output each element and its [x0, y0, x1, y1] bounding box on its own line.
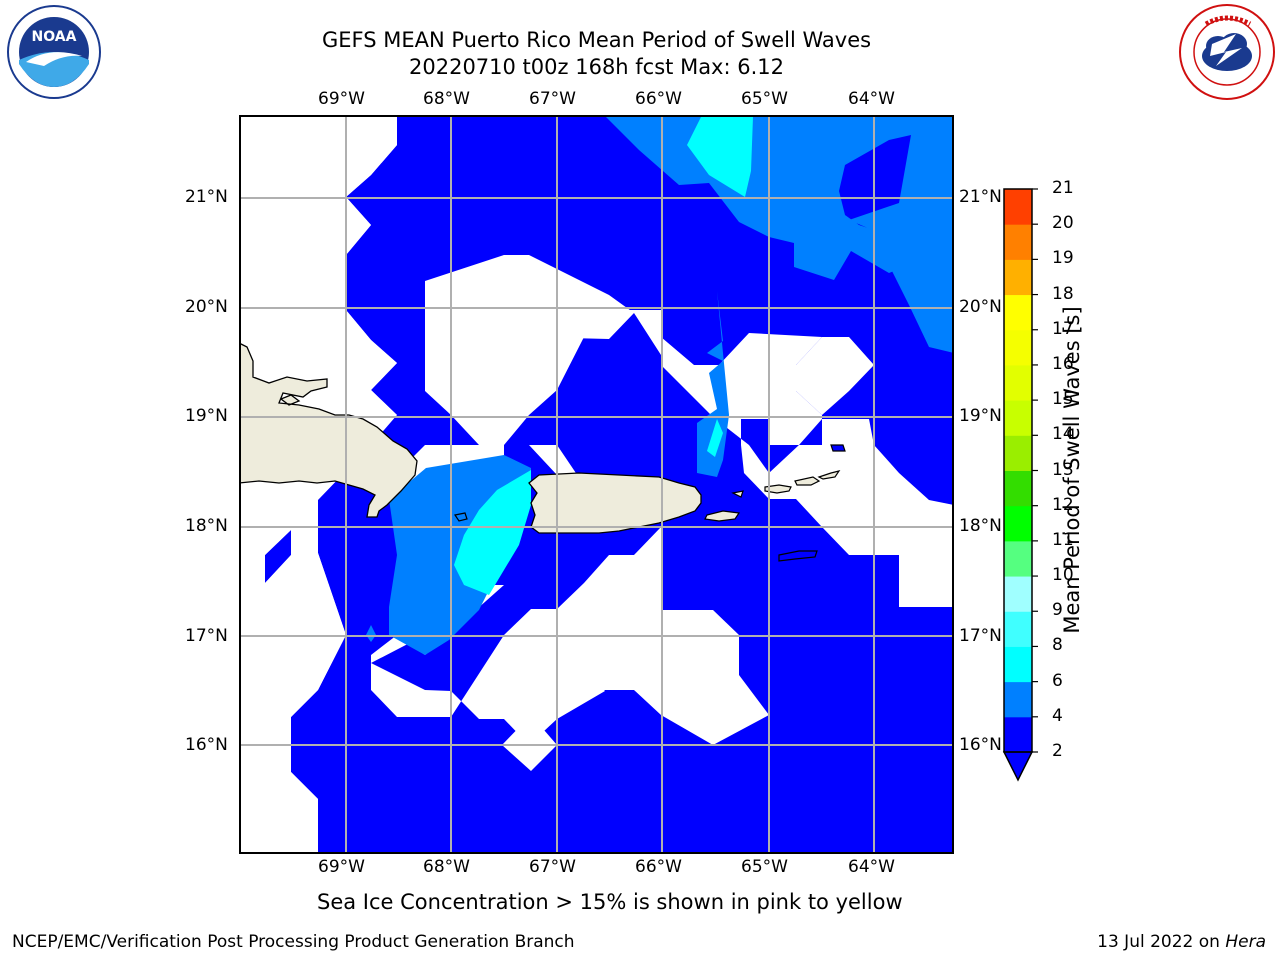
hispaniola-land: [239, 342, 418, 518]
map-plot: [239, 115, 954, 854]
colorbar-segments: [1004, 188, 1038, 753]
colorbar-label: Mean Period of Swell Waves [s]: [1060, 306, 1084, 634]
noaa-logo-text: NOAA: [32, 29, 77, 45]
lon-label-bottom-68: 68°W: [423, 857, 470, 877]
colorbar-tick-label: 8: [1052, 635, 1063, 656]
colorbar-tick-label: 12: [1052, 494, 1074, 515]
colorbar-tick-label: 18: [1052, 283, 1074, 304]
lat-label-right-20: 20°N: [959, 297, 1002, 317]
noaa-logo: NOAA: [4, 4, 104, 100]
lat-label-left-21: 21°N: [185, 187, 228, 207]
virgin-islands: [764, 470, 841, 494]
culebra-island: [731, 490, 744, 498]
colorbar-segment: [1004, 646, 1032, 683]
lon-label-top-66: 66°W: [635, 89, 682, 109]
lon-label-top-64: 64°W: [848, 89, 895, 109]
lat-label-left-19: 19°N: [185, 406, 228, 426]
colorbar-tick-label: 17: [1052, 318, 1074, 339]
lon-label-bottom-69: 69°W: [318, 857, 365, 877]
anegada-island: [830, 444, 846, 452]
st-croix-island: [778, 550, 818, 562]
colorbar-frame: [1003, 188, 1033, 753]
colorbar-segment: [1004, 435, 1032, 471]
colorbar-tick-label: 11: [1052, 529, 1074, 550]
colorbar-segment: [1004, 189, 1032, 225]
lon-label-top-69: 69°W: [318, 89, 365, 109]
colorbar-tick-label: 15: [1052, 389, 1074, 410]
map-title-line1: GEFS MEAN Puerto Rico Mean Period of Swe…: [321, 28, 872, 52]
lon-label-bottom-65: 65°W: [741, 857, 788, 877]
colorbar-tick-label: 2: [1052, 741, 1063, 761]
colorbar-tick-label: 16: [1052, 353, 1074, 374]
colorbar-tick-label: 21: [1052, 178, 1074, 198]
footer-date: 13 Jul 2022 on Hera: [1097, 932, 1266, 952]
colorbar-segment: [1004, 540, 1032, 577]
lon-label-bottom-66: 66°W: [635, 857, 682, 877]
swell-period-4-6-region: [454, 117, 753, 595]
lon-label-top-67: 67°W: [529, 89, 576, 109]
map-gridlines: [239, 115, 954, 854]
colorbar-segment: [1004, 224, 1032, 260]
colorbar-segment: [1004, 329, 1032, 366]
footer-branch: NCEP/EMC/Verification Post Processing Pr…: [12, 932, 575, 952]
footer-machine: Hera: [1225, 932, 1266, 952]
lat-label-left-20: 20°N: [185, 297, 228, 317]
lon-label-bottom-64: 64°W: [848, 857, 895, 877]
colorbar-tick-label: 9: [1052, 600, 1063, 621]
lat-label-left-16: 16°N: [185, 735, 228, 755]
colorbar-segment: [1004, 681, 1032, 718]
colorbar-segment: [1004, 716, 1032, 753]
nws-logo: [1176, 2, 1278, 102]
lon-label-bottom-67: 67°W: [529, 857, 576, 877]
colorbar-segment: [1004, 400, 1032, 436]
colorbar-tick-label: 13: [1052, 459, 1074, 480]
colorbar-segment: [1004, 470, 1032, 507]
lat-label-right-19: 19°N: [959, 406, 1002, 426]
colorbar-tick-label: 19: [1052, 248, 1074, 269]
colorbar-segment: [1004, 611, 1032, 647]
colorbar-segment: [1004, 364, 1032, 401]
lat-label-right-16: 16°N: [959, 735, 1002, 755]
lon-label-top-65: 65°W: [741, 89, 788, 109]
mona-island: [454, 512, 468, 522]
colorbar-extend-arrow: [1002, 751, 1034, 782]
map-title-line2: 20220710 t00z 168h fcst Max: 6.12: [409, 55, 784, 79]
colorbar-tick-label: 6: [1052, 670, 1063, 691]
colorbar-tick-label: 4: [1052, 705, 1063, 726]
sea-ice-note: Sea Ice Concentration > 15% is shown in …: [317, 890, 903, 914]
colorbar: [1002, 188, 1038, 782]
vieques-island: [704, 510, 741, 522]
lat-label-left-17: 17°N: [185, 626, 228, 646]
lat-label-left-18: 18°N: [185, 516, 228, 536]
colorbar-segment: [1004, 294, 1032, 331]
puerto-rico-land: [528, 472, 702, 534]
map-frame: [239, 115, 954, 854]
lat-label-right-21: 21°N: [959, 187, 1002, 207]
colorbar-tick-label: 20: [1052, 213, 1074, 234]
colorbar-tick-label: 10: [1052, 565, 1074, 586]
footer-date-text: 13 Jul 2022 on: [1097, 932, 1226, 952]
colorbar-segment: [1004, 259, 1032, 296]
colorbar-segment: [1004, 505, 1032, 542]
colorbar-segment: [1004, 576, 1032, 612]
lat-label-right-18: 18°N: [959, 516, 1002, 536]
lon-label-top-68: 68°W: [423, 89, 470, 109]
lat-label-right-17: 17°N: [959, 626, 1002, 646]
colorbar-tick-label: 14: [1052, 424, 1074, 445]
